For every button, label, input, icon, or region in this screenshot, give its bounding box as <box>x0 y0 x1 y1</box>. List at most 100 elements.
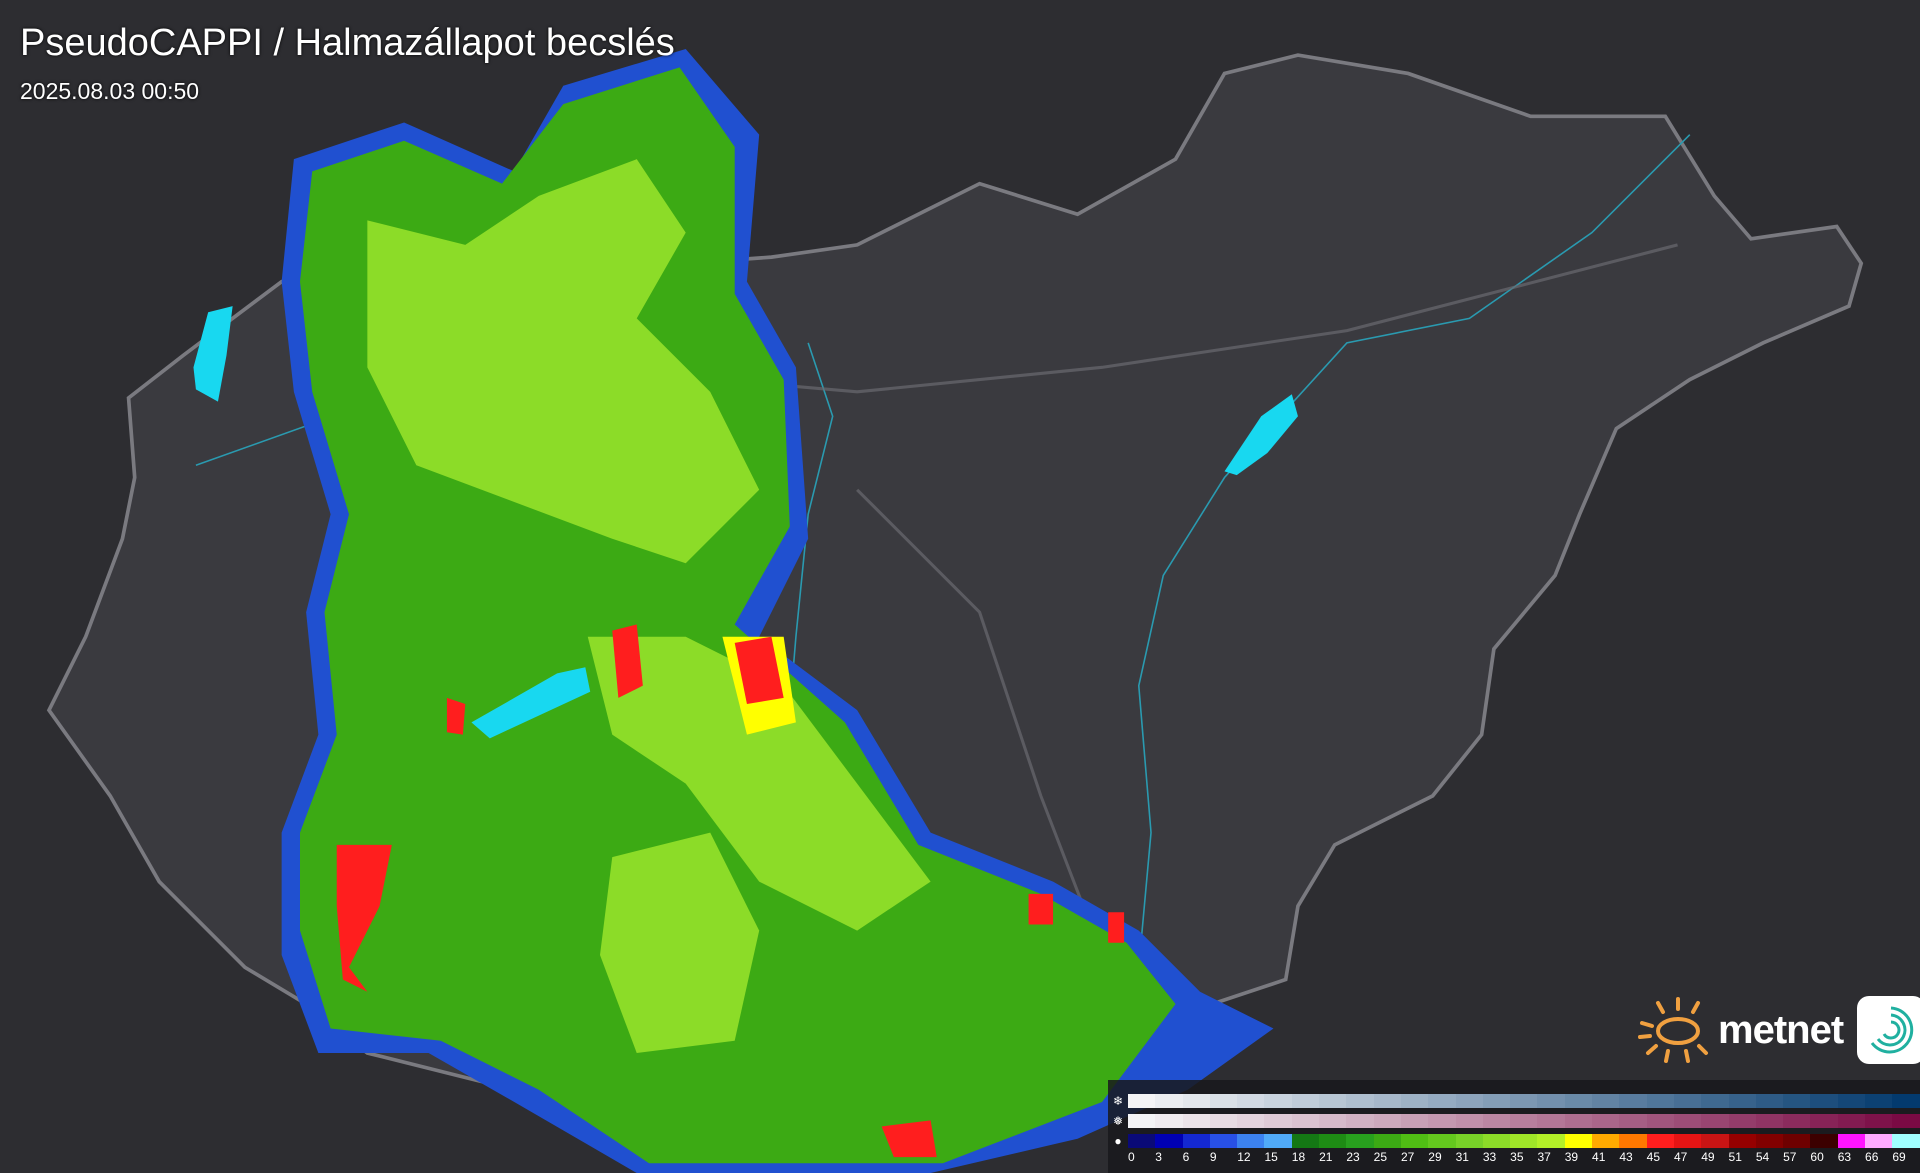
raindrop-icon: ● <box>1114 1134 1122 1148</box>
legend-swatch <box>1482 1134 1511 1148</box>
legend-swatch <box>1373 1114 1401 1128</box>
legend-swatch <box>1346 1094 1374 1108</box>
legend-label: 0 <box>1128 1150 1135 1164</box>
legend-swatch <box>1755 1114 1784 1128</box>
legend-swatch <box>1592 1094 1620 1108</box>
metnet-logo: metnet <box>1636 995 1920 1065</box>
legend-swatch <box>1537 1094 1565 1108</box>
legend-swatch <box>1728 1114 1756 1128</box>
legend-swatch <box>1783 1134 1811 1148</box>
legend-label: 49 <box>1701 1150 1715 1164</box>
legend-swatch <box>1319 1134 1347 1148</box>
legend-swatch <box>1564 1114 1593 1128</box>
legend-swatch <box>1701 1094 1729 1108</box>
legend-swatch <box>1209 1114 1238 1128</box>
sun-logo-icon <box>1638 997 1708 1063</box>
legend-label: 6 <box>1182 1150 1190 1164</box>
legend-swatch <box>1673 1114 1702 1128</box>
legend-swatch <box>1400 1114 1429 1128</box>
dbz-legend: ❄ ❅ ● 0 3 6 9 12 15 18 21 23 25 27 29 31 33 35 37 39 41 43… <box>1108 1080 1920 1173</box>
legend-swatch <box>1455 1094 1483 1108</box>
legend-sleet-scale <box>1128 1114 1920 1128</box>
legend-swatch <box>1155 1114 1183 1128</box>
legend-label: 41 <box>1592 1150 1606 1164</box>
legend-swatch <box>1291 1094 1320 1108</box>
legend-label: 21 <box>1319 1150 1333 1164</box>
legend-swatch <box>1400 1134 1429 1148</box>
legend-swatch <box>1155 1134 1183 1148</box>
legend-swatch <box>1892 1114 1920 1128</box>
legend-swatch <box>1865 1114 1893 1128</box>
legend-swatch <box>1865 1134 1893 1148</box>
legend-label: 54 <box>1755 1150 1770 1164</box>
legend-rain-scale <box>1128 1134 1920 1148</box>
legend-swatch <box>1482 1094 1511 1108</box>
legend-swatch <box>1455 1114 1483 1128</box>
legend-label: 37 <box>1537 1150 1551 1164</box>
legend-swatch <box>1182 1134 1210 1148</box>
sleet-icon: ❅ <box>1112 1114 1124 1128</box>
legend-swatch <box>1128 1134 1156 1148</box>
legend-swatch <box>1510 1134 1538 1148</box>
legend-swatch <box>1646 1114 1674 1128</box>
legend-swatch <box>1619 1134 1647 1148</box>
legend-swatch <box>1319 1114 1347 1128</box>
map-timestamp: 2025.08.03 00:50 <box>20 78 200 104</box>
brand-name: metnet <box>1718 1007 1844 1052</box>
precipitation <box>281 48 1274 1173</box>
legend-labels: 0 3 6 9 12 15 18 21 23 25 27 29 31 33 35 37 39 41 43 45 47 49… <box>1128 1150 1920 1166</box>
legend-swatch <box>1264 1094 1292 1108</box>
legend-swatch <box>1701 1114 1729 1128</box>
map-title: PseudoCAPPI / Halmazállapot becslés <box>20 22 675 64</box>
legend-label: 35 <box>1510 1150 1524 1164</box>
legend-swatch <box>1319 1094 1347 1108</box>
legend-label: 57 <box>1783 1150 1797 1164</box>
legend-snow-scale <box>1128 1094 1920 1108</box>
legend-label: 23 <box>1346 1150 1360 1164</box>
legend-swatch <box>1182 1094 1210 1108</box>
legend-swatch <box>1128 1094 1156 1108</box>
legend-label: 3 <box>1155 1150 1162 1164</box>
legend-swatch <box>1728 1134 1756 1148</box>
lakes <box>193 306 1298 739</box>
legend-label: 47 <box>1673 1150 1688 1164</box>
legend-label: 31 <box>1455 1150 1469 1164</box>
legend-swatch <box>1592 1134 1620 1148</box>
snowflake-icon: ❄ <box>1112 1094 1124 1108</box>
legend-swatch <box>1291 1134 1320 1148</box>
legend-swatch <box>1810 1114 1838 1128</box>
legend-swatch <box>1728 1094 1756 1108</box>
legend-swatch <box>1619 1114 1647 1128</box>
legend-swatch <box>1510 1094 1538 1108</box>
legend-swatch <box>1619 1094 1647 1108</box>
legend-swatch <box>1155 1094 1183 1108</box>
legend-swatch <box>1455 1134 1483 1148</box>
legend-swatch <box>1783 1094 1811 1108</box>
legend-swatch <box>1564 1134 1593 1148</box>
legend-swatch <box>1373 1134 1401 1148</box>
legend-label: 27 <box>1400 1150 1415 1164</box>
legend-swatch <box>1537 1134 1565 1148</box>
legend-swatch <box>1564 1094 1593 1108</box>
legend-swatch <box>1428 1134 1456 1148</box>
legend-swatch <box>1592 1114 1620 1128</box>
legend-label: 69 <box>1892 1150 1906 1164</box>
legend-swatch <box>1755 1094 1784 1108</box>
legend-label: 9 <box>1209 1150 1217 1164</box>
legend-swatch <box>1291 1114 1320 1128</box>
legend-swatch <box>1264 1114 1292 1128</box>
legend-label: 60 <box>1810 1150 1824 1164</box>
legend-label: 29 <box>1428 1150 1442 1164</box>
legend-swatch <box>1373 1094 1401 1108</box>
legend-swatch <box>1892 1134 1920 1148</box>
legend-label: 33 <box>1482 1150 1497 1164</box>
legend-swatch <box>1701 1134 1729 1148</box>
legend-label: 18 <box>1291 1150 1306 1164</box>
legend-label: 25 <box>1373 1150 1388 1164</box>
legend-swatch <box>1646 1094 1674 1108</box>
legend-swatch <box>1264 1134 1292 1148</box>
legend-label: 45 <box>1646 1150 1660 1164</box>
legend-swatch <box>1510 1114 1538 1128</box>
legend-swatch <box>1646 1134 1674 1148</box>
